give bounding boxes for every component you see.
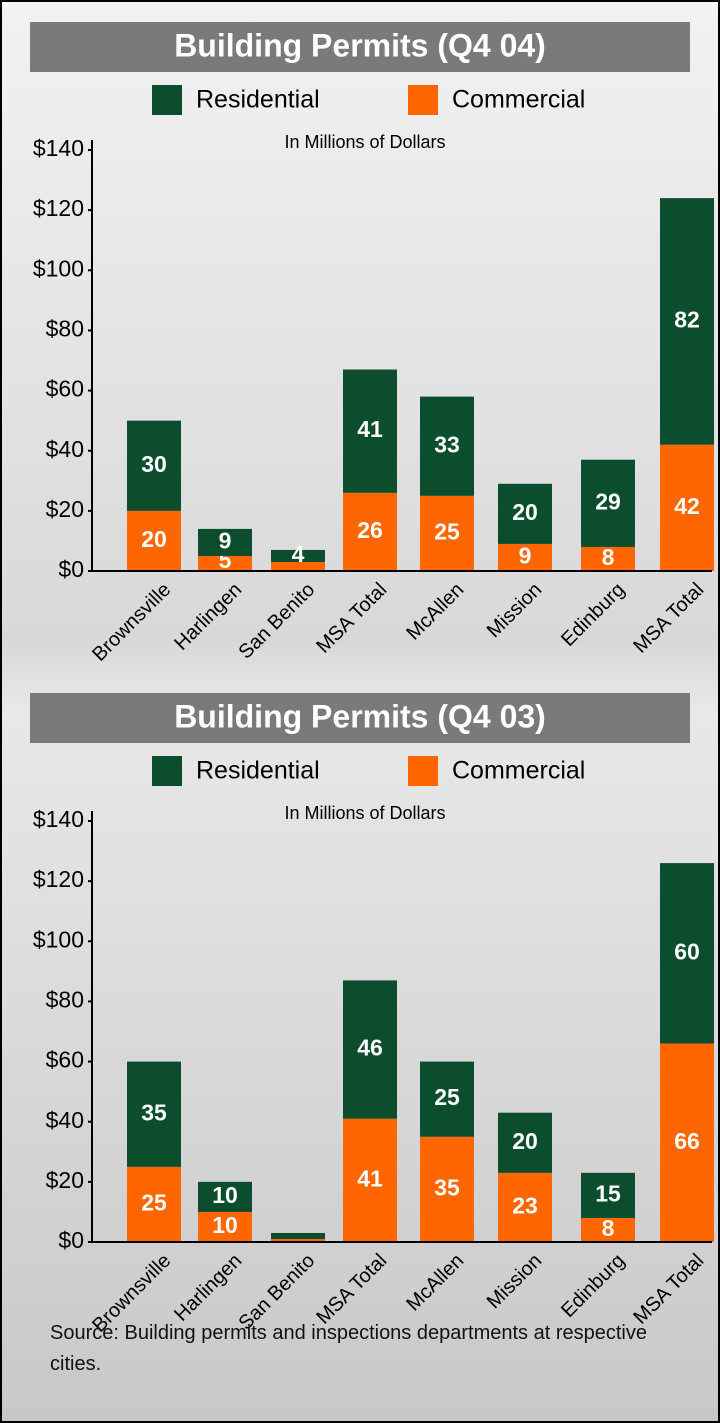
data-label: 82 [674, 306, 700, 332]
data-label: 33 [434, 431, 460, 457]
source-note: Source: Building permits and inspections… [50, 1318, 690, 1380]
data-label: 9 [519, 543, 532, 569]
y-tick-label: $60 [46, 1047, 84, 1073]
data-label: 25 [434, 1084, 460, 1110]
legend-label: Commercial [452, 86, 585, 114]
y-tick-label: $100 [33, 255, 84, 281]
data-label: 4 [292, 541, 305, 567]
y-tick-label: $140 [33, 806, 84, 832]
data-label: 15 [595, 1180, 621, 1206]
legend-swatch [152, 756, 182, 786]
y-tick-label: $20 [46, 496, 84, 522]
data-label: 9 [219, 528, 232, 554]
legend-swatch [152, 85, 182, 115]
legend-swatch [408, 756, 438, 786]
data-label: 41 [357, 1165, 383, 1191]
data-label: 42 [674, 493, 700, 519]
data-label: 30 [141, 451, 167, 477]
page: {"chart_data": [ {"type": "stacked-bar",… [0, 0, 720, 1423]
legend-swatch [408, 85, 438, 115]
graphic: Building Permits (Q4 04) Residential Comme… [0, 0, 720, 1423]
data-label: 20 [141, 526, 167, 552]
y-tick-label: $120 [33, 195, 84, 221]
data-label: 23 [512, 1192, 538, 1218]
data-label: 46 [357, 1035, 383, 1061]
data-label: 20 [512, 499, 538, 525]
data-label: 25 [141, 1189, 167, 1215]
y-tick-label: $140 [33, 135, 84, 161]
bar-segment [271, 1233, 325, 1239]
y-tick-label: $120 [33, 866, 84, 892]
chart-title: Building Permits (Q4 04) [174, 27, 546, 63]
data-label: 8 [602, 544, 615, 570]
y-tick-label: $40 [46, 436, 84, 462]
y-tick-label: $40 [46, 1107, 84, 1133]
y-tick-label: $0 [58, 1227, 84, 1253]
y-tick-label: $100 [33, 926, 84, 952]
y-tick-label: $80 [46, 316, 84, 342]
data-label: 25 [434, 518, 460, 544]
y-tick-label: $60 [46, 376, 84, 402]
chart-title: Building Permits (Q4 03) [174, 698, 546, 734]
legend-label: Residential [196, 86, 320, 114]
subtitle: In Millions of Dollars [284, 132, 445, 152]
legend-label: Commercial [452, 757, 585, 785]
data-label: 29 [595, 488, 621, 514]
data-label: 8 [602, 1215, 615, 1241]
data-label: 10 [212, 1182, 238, 1208]
y-tick-label: $20 [46, 1167, 84, 1193]
y-tick-label: $80 [46, 987, 84, 1013]
data-label: 41 [357, 416, 383, 442]
y-tick-label: $0 [58, 556, 84, 582]
data-label: 20 [512, 1128, 538, 1154]
subtitle: In Millions of Dollars [284, 803, 445, 823]
data-label: 26 [357, 517, 383, 543]
legend-label: Residential [196, 757, 320, 785]
data-label: 66 [674, 1128, 700, 1154]
data-label: 35 [141, 1099, 167, 1125]
data-label: 10 [212, 1212, 238, 1238]
data-label: 60 [674, 938, 700, 964]
data-label: 35 [434, 1174, 460, 1200]
